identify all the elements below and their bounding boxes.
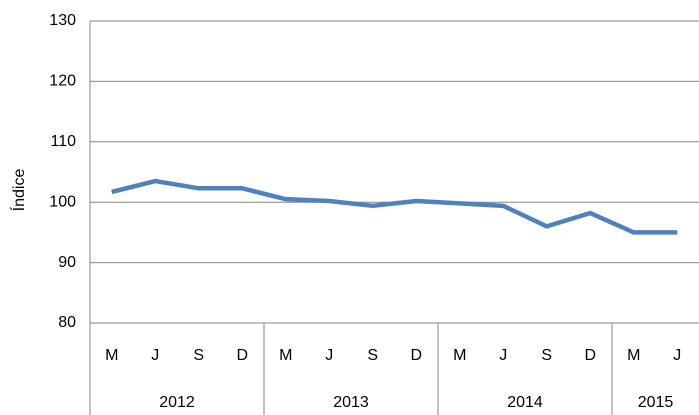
y-tick-label: 120	[49, 73, 76, 90]
y-tick-label: 110	[50, 133, 76, 150]
x-tick-label: S	[541, 347, 552, 364]
x-tick-label: M	[453, 347, 466, 364]
x-tick-label: J	[673, 347, 681, 364]
group-label: 2013	[333, 394, 369, 411]
y-tick-label: 80	[58, 314, 76, 331]
y-tick-label: 100	[49, 193, 76, 210]
x-tick-label: J	[325, 347, 333, 364]
x-tick-label: D	[410, 347, 422, 364]
x-tick-label: S	[367, 347, 378, 364]
y-tick-label: 130	[49, 12, 76, 29]
y-tick-label: 90	[58, 254, 76, 271]
group-label: 2014	[507, 394, 543, 411]
x-tick-label: M	[627, 347, 640, 364]
x-tick-label: M	[279, 347, 292, 364]
x-tick-label: D	[236, 347, 248, 364]
y-axis-label: Índice	[9, 169, 28, 212]
data-line	[111, 178, 678, 235]
x-tick-label: S	[193, 347, 204, 364]
x-tick-label: M	[105, 347, 118, 364]
x-tick-label: J	[151, 347, 159, 364]
x-tick-label: D	[584, 347, 596, 364]
x-tick-label: J	[499, 347, 507, 364]
group-label: 2015	[638, 394, 674, 411]
group-label: 2012	[159, 394, 195, 411]
